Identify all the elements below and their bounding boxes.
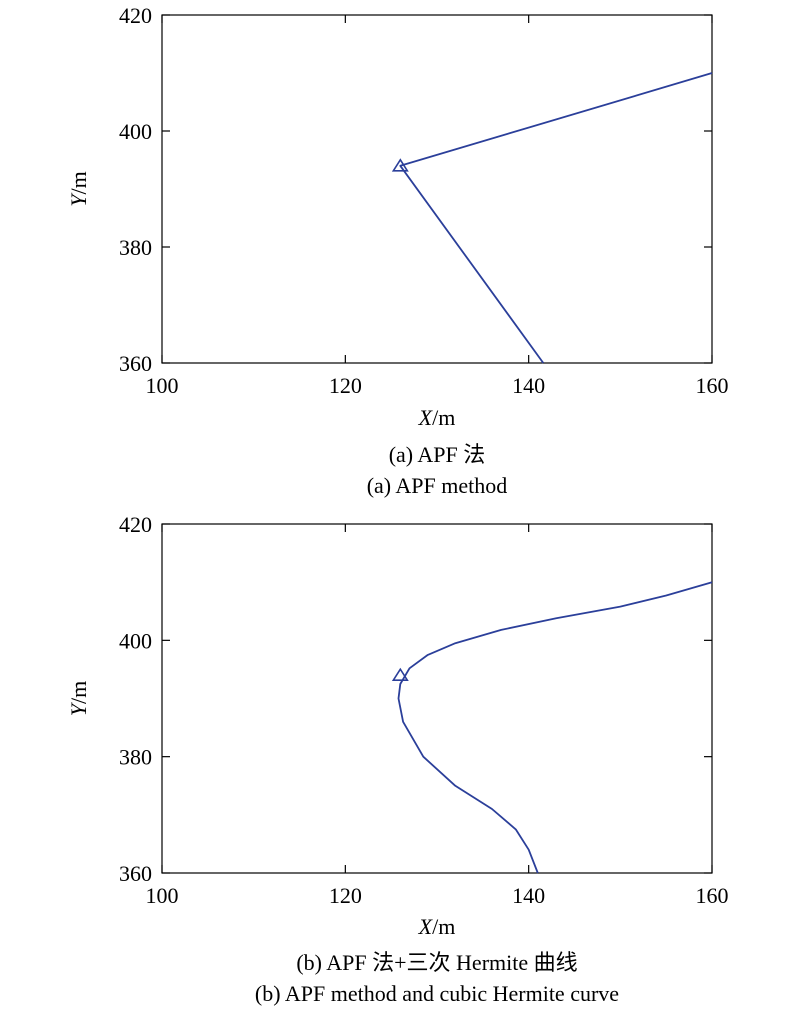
x-tick-label: 120 xyxy=(329,373,362,398)
y-tick-label: 420 xyxy=(119,3,152,28)
caption-english: (b) APF method and cubic Hermite curve xyxy=(255,981,619,1006)
series-line xyxy=(399,72,713,364)
y-tick-label: 380 xyxy=(119,745,152,770)
x-tick-label: 120 xyxy=(329,883,362,908)
y-axis-label: Y/m xyxy=(66,171,91,206)
y-axis-label: Y/m xyxy=(66,681,91,716)
y-tick-label: 420 xyxy=(119,512,152,537)
triangle-marker xyxy=(391,667,409,682)
y-tick-label: 380 xyxy=(119,235,152,260)
x-tick-label: 140 xyxy=(512,373,545,398)
x-tick-label: 160 xyxy=(696,373,729,398)
x-tick-label: 160 xyxy=(696,883,729,908)
x-axis-label: X/m xyxy=(418,914,456,939)
chart-panel-b: 100 120 140 160 360 380 400 420 X/m Y/m (b) APF… xyxy=(66,512,729,1006)
plot-frame xyxy=(161,523,713,874)
y-tick-label: 400 xyxy=(119,119,152,144)
caption-chinese: (b) APF 法+三次 Hermite 曲线 xyxy=(296,950,577,975)
chart-panel-a: 100 120 140 160 360 380 400 420 X/m Y/m (a) APF… xyxy=(66,3,729,498)
triangle-marker xyxy=(391,158,409,172)
plot-frame xyxy=(161,14,713,364)
x-tick-label: 140 xyxy=(512,883,545,908)
x-axis-label: X/m xyxy=(418,405,456,430)
series-line xyxy=(397,581,713,874)
caption-chinese: (a) APF 法 xyxy=(389,442,486,467)
x-tick-label: 100 xyxy=(146,373,179,398)
caption-english: (a) APF method xyxy=(367,473,508,498)
y-tick-label: 360 xyxy=(119,351,152,376)
y-tick-label: 400 xyxy=(119,628,152,653)
x-tick-label: 100 xyxy=(146,883,179,908)
y-tick-label: 360 xyxy=(119,861,152,886)
